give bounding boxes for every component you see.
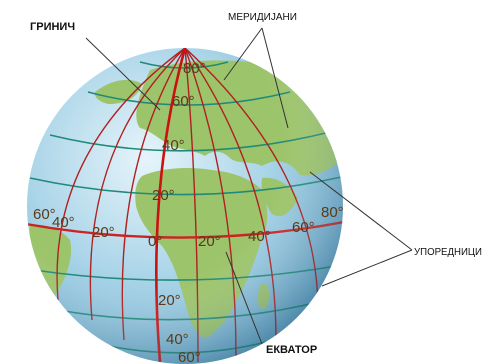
callout-lines bbox=[85, 27, 413, 345]
deg-west-60: 60° bbox=[33, 206, 56, 223]
deg-north-20: 20° bbox=[152, 187, 175, 204]
deg-south-20: 20° bbox=[158, 292, 181, 309]
globe-shade bbox=[27, 48, 343, 364]
parallels-leader-2 bbox=[321, 249, 413, 287]
equator-label: ЕКВАТОР bbox=[266, 344, 317, 356]
parallels-label: УПОРЕДНИЦИ bbox=[414, 247, 482, 258]
deg-east-20: 20° bbox=[198, 233, 221, 250]
parallels-leader-1 bbox=[309, 171, 413, 251]
deg-north-80: 80° bbox=[183, 60, 206, 77]
deg-south-60: 60° bbox=[178, 349, 201, 364]
deg-south-40: 40° bbox=[166, 331, 189, 348]
meridians-leader-2 bbox=[261, 27, 289, 129]
deg-north-40: 40° bbox=[162, 137, 185, 154]
deg-east-40: 40° bbox=[248, 228, 271, 245]
meridians-label: МЕРИДИЈАНИ bbox=[228, 12, 297, 23]
deg-west-40: 40° bbox=[52, 214, 75, 231]
deg-east-60: 60° bbox=[292, 219, 315, 236]
deg-zero: 0° bbox=[148, 233, 162, 250]
deg-west-20: 20° bbox=[92, 224, 115, 241]
greenwich-label: ГРИНИЧ bbox=[30, 21, 75, 33]
degree-labels: 80° 60° 40° 20° 60° 40° 20° 0° 20° 40° 6… bbox=[33, 60, 344, 364]
deg-north-60: 60° bbox=[172, 93, 195, 110]
equator-leader bbox=[225, 251, 263, 345]
deg-east-80: 80° bbox=[321, 204, 344, 221]
greenwich-leader bbox=[85, 37, 161, 111]
meridians-leader-1 bbox=[223, 27, 263, 81]
